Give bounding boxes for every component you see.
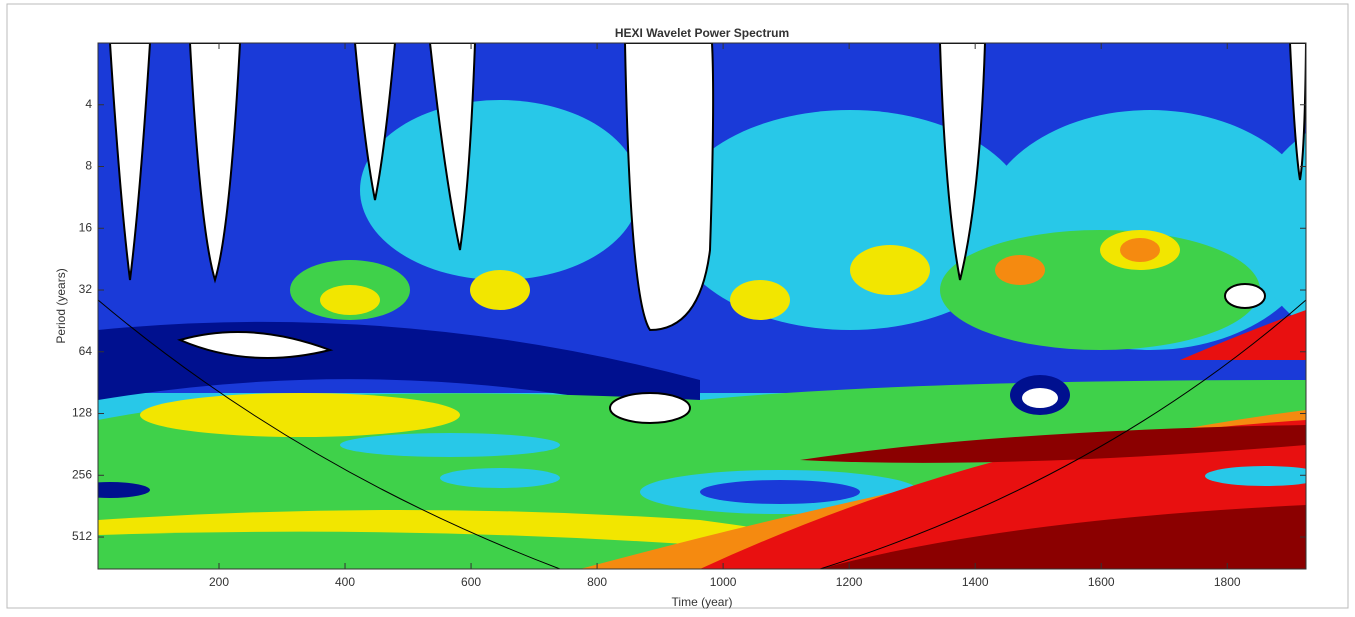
x-tick-label: 600 — [461, 575, 481, 589]
x-axis-label: Time (year) — [672, 595, 733, 609]
y-tick-label: 32 — [79, 282, 93, 296]
y-tick-label: 128 — [72, 406, 92, 420]
plot-border — [97, 42, 1307, 570]
y-tick-label: 16 — [79, 220, 93, 234]
x-tick-label: 400 — [335, 575, 355, 589]
y-tick-label: 512 — [72, 529, 92, 543]
y-tick-label: 4 — [85, 97, 92, 111]
chart-title: HEXI Wavelet Power Spectrum — [615, 26, 789, 40]
x-tick-label: 1000 — [710, 575, 737, 589]
x-tick-label: 200 — [209, 575, 229, 589]
y-tick-label: 256 — [72, 467, 92, 481]
x-tick-label: 800 — [587, 575, 607, 589]
x-tick-label: 1800 — [1214, 575, 1241, 589]
y-tick-label: 64 — [79, 344, 93, 358]
power-field — [98, 43, 1306, 569]
y-tick-label: 8 — [85, 159, 92, 173]
y-axis-label: Period (years) — [54, 268, 68, 343]
x-tick-label: 1600 — [1088, 575, 1115, 589]
frame — [6, 3, 1349, 609]
x-tick-label: 1200 — [836, 575, 863, 589]
x-tick-label: 1400 — [962, 575, 989, 589]
